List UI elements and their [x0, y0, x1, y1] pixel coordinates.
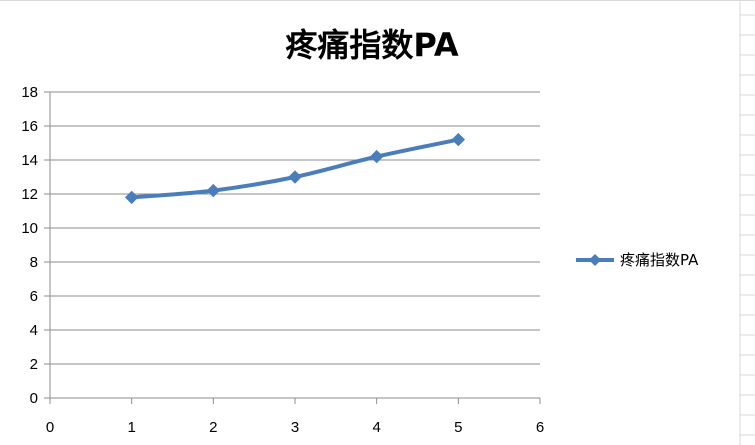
legend: 疼痛指数PA — [576, 251, 699, 269]
x-tick-label: 5 — [454, 419, 462, 436]
x-tick-label: 0 — [46, 419, 54, 436]
y-tick-label: 2 — [30, 356, 38, 373]
y-tick-label: 8 — [30, 254, 38, 271]
x-axis-ticks: 0 1 2 3 4 5 6 — [46, 398, 544, 436]
data-point — [369, 149, 384, 164]
series-layer — [124, 132, 466, 205]
x-tick-label: 6 — [536, 419, 544, 436]
y-tick-label: 14 — [21, 152, 38, 169]
y-tick-label: 10 — [21, 220, 38, 237]
y-tick-label: 16 — [21, 118, 38, 135]
axes — [49, 92, 540, 399]
x-tick-label: 3 — [291, 419, 299, 436]
x-tick-label: 2 — [209, 419, 217, 436]
legend-label: 疼痛指数PA — [620, 251, 699, 269]
legend-marker — [589, 254, 601, 266]
y-axis-ticks: 0 2 4 6 8 10 12 14 16 18 — [21, 84, 50, 407]
data-point — [206, 183, 221, 198]
y-tick-label: 12 — [21, 186, 38, 203]
x-tick-label: 4 — [372, 419, 380, 436]
gridlines — [50, 91, 540, 399]
y-tick-label: 0 — [30, 390, 38, 407]
y-tick-label: 6 — [30, 288, 38, 305]
y-tick-label: 18 — [21, 84, 38, 101]
data-point — [124, 190, 139, 205]
x-tick-label: 1 — [127, 419, 135, 436]
series-line — [131, 137, 459, 200]
data-point — [451, 132, 466, 147]
data-point — [288, 170, 302, 184]
chart-title: 疼痛指数PA — [285, 26, 459, 64]
y-tick-label: 4 — [30, 322, 38, 339]
